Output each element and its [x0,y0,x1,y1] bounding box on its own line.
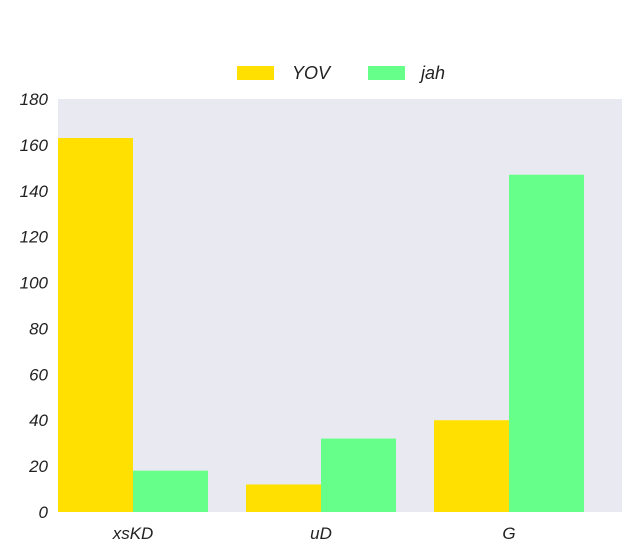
bar-YOV-G [434,420,509,512]
x-tick-label: G [502,524,515,543]
y-tick-label: 160 [20,136,49,155]
bar-YOV-xsKD [58,138,133,512]
bar-jah-G [509,174,584,512]
y-axis-ticks: 0 20 40 60 80 100 120 140 160 180 [20,90,49,522]
legend-swatch-YOV [237,66,274,80]
y-tick-label: 100 [20,274,49,293]
bar-jah-uD [321,438,396,512]
bar-jah-xsKD [133,470,208,512]
legend-label-jah: jah [418,63,445,83]
legend-swatch-jah [368,66,405,80]
legend: YOV jah [237,63,445,83]
y-tick-label: 0 [39,503,49,522]
bars-group [58,138,584,512]
y-tick-label: 140 [20,182,49,201]
y-tick-label: 120 [20,228,49,247]
y-tick-label: 20 [28,457,48,476]
y-tick-label: 60 [29,365,48,384]
legend-label-YOV: YOV [292,63,332,83]
x-tick-label: uD [310,524,332,543]
x-axis-ticks: xsKD uD G [112,524,516,543]
y-tick-label: 80 [29,319,48,338]
bar-YOV-uD [246,484,321,512]
y-tick-label: 40 [29,411,48,430]
y-tick-label: 180 [20,90,49,109]
x-tick-label: xsKD [112,524,154,543]
